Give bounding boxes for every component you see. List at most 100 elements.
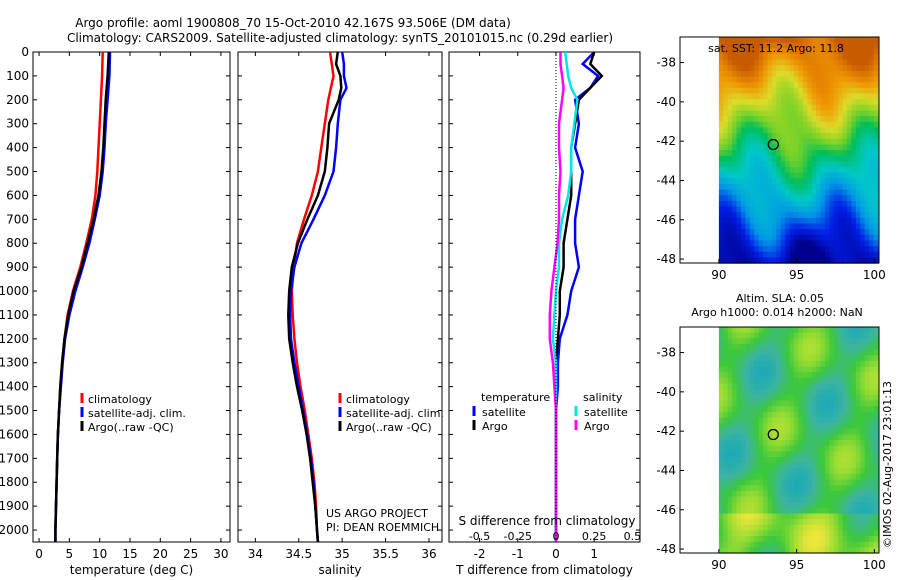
map-cell [816, 372, 822, 379]
map-cell [807, 451, 813, 458]
map-cell [807, 246, 813, 253]
map-cell [723, 257, 729, 264]
map-cell [869, 65, 875, 72]
map-cell [798, 234, 804, 242]
map-cell [771, 206, 777, 213]
map-cell [763, 496, 769, 503]
map-cell [789, 485, 795, 492]
map-cell [838, 445, 844, 452]
map-cell [869, 507, 875, 515]
map-cell [811, 457, 817, 464]
map-cell [802, 434, 808, 441]
map-cell [816, 496, 822, 503]
map-cell [860, 200, 866, 208]
map-cell [767, 240, 773, 247]
map-cell [833, 99, 839, 106]
map-cell [785, 172, 791, 179]
map-cell [785, 155, 791, 162]
map-cell [864, 462, 870, 469]
map-cell [838, 42, 844, 49]
map-cell [718, 37, 724, 44]
map-cell [842, 172, 848, 179]
map-cell [847, 251, 853, 258]
map-cell [847, 223, 853, 230]
map-cell [771, 451, 777, 458]
map-cell [842, 428, 848, 435]
map-cell [860, 155, 866, 162]
map-cell [789, 229, 795, 236]
map-cell [816, 462, 822, 469]
map-cell [869, 372, 875, 379]
map-cell [811, 434, 817, 441]
map-cell [780, 155, 786, 162]
map-cell [767, 473, 773, 481]
x-tick-label: 34.5 [285, 547, 312, 561]
map-cell [833, 121, 839, 129]
map-cell [754, 257, 760, 264]
map-cell [816, 479, 822, 486]
map-cell [838, 65, 844, 72]
map-cell [780, 343, 786, 351]
map-cell [727, 76, 733, 83]
map-cell [851, 195, 857, 202]
map-cell [767, 485, 773, 492]
map-cell [771, 479, 777, 486]
map-cell [789, 400, 795, 407]
map-cell [780, 502, 786, 509]
map-cell [758, 519, 764, 526]
series-line-3 [54, 51, 111, 542]
map-cell [718, 59, 724, 66]
map-y-tick-label: -44 [656, 173, 676, 187]
map-cell [732, 54, 738, 61]
map-cell [851, 440, 857, 447]
map-cell [736, 127, 742, 134]
map-cell [873, 70, 879, 78]
map-cell [794, 87, 799, 95]
map-cell [864, 65, 870, 72]
map-cell [723, 406, 729, 413]
map-cell [723, 178, 729, 185]
map-cell [794, 490, 799, 498]
map-cell [855, 530, 861, 537]
map-cell [864, 54, 870, 61]
map-cell [802, 468, 808, 475]
map-cell [789, 37, 795, 44]
map-cell [833, 434, 839, 441]
map-cell [736, 406, 742, 413]
map-cell [855, 524, 861, 532]
map-cell [789, 59, 795, 66]
map-cell [771, 536, 777, 543]
map-cell [771, 82, 777, 89]
map-cell [785, 383, 791, 390]
map-cell [785, 423, 791, 430]
map-cell [732, 37, 738, 44]
map-cell [847, 189, 853, 196]
map-cell [851, 217, 857, 225]
map-cell [829, 400, 835, 407]
map-cell [851, 360, 857, 368]
map-cell [864, 76, 870, 83]
map-cell [833, 87, 839, 95]
map-cell [732, 428, 738, 435]
map-cell [736, 183, 742, 191]
map-cell [860, 536, 866, 543]
map-cell [771, 229, 777, 236]
map-cell [855, 82, 861, 89]
map-cell [838, 48, 844, 55]
map-cell [842, 104, 848, 112]
map-cell [811, 246, 817, 253]
map-cell [825, 451, 830, 458]
map-cell [847, 127, 853, 134]
map-cell [780, 547, 786, 554]
map-cell [732, 547, 738, 554]
map-cell [842, 127, 848, 134]
map-cell [807, 519, 813, 526]
map-cell [732, 372, 738, 379]
map-cell [838, 428, 844, 435]
map-cell [873, 257, 879, 264]
map-cell [785, 332, 791, 339]
map-cell [816, 240, 822, 247]
map-cell [833, 462, 839, 469]
map-cell [860, 42, 866, 49]
x-tick-label: 20 [153, 547, 168, 561]
